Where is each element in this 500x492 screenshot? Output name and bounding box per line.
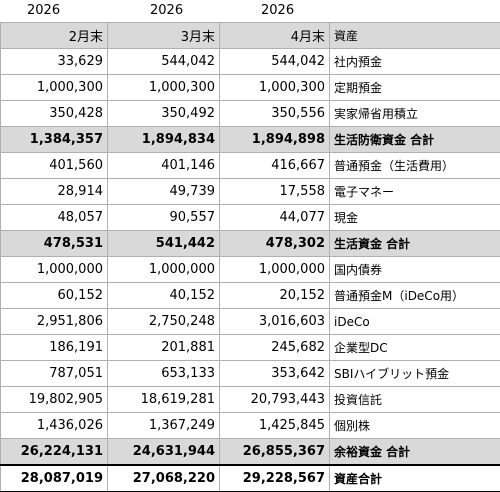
amount-cell: 401,560 bbox=[0, 152, 108, 179]
amount-cell: 60,152 bbox=[0, 282, 108, 309]
amount-cell: 27,068,220 bbox=[107, 464, 220, 492]
label-cell: 余裕資金 合計 bbox=[329, 438, 500, 466]
amount-cell: 19,802,905 bbox=[0, 386, 108, 413]
amount-cell: 24,631,944 bbox=[107, 438, 220, 466]
label-cell: 国内債券 bbox=[329, 256, 500, 283]
amount-cell: 350,428 bbox=[0, 100, 108, 127]
amount-cell: 1,894,898 bbox=[219, 126, 330, 153]
table-row: 186,191 201,881 245,682 企業型DC bbox=[0, 334, 500, 361]
year-label: 2026 bbox=[27, 3, 61, 18]
amount-cell: 1,000,300 bbox=[0, 74, 108, 101]
table-row: 478,531 541,442 478,302 生活資金 合計 bbox=[0, 230, 500, 257]
amount-cell: 350,556 bbox=[219, 100, 330, 127]
amount-cell: 401,146 bbox=[107, 152, 220, 179]
amount-cell: 201,881 bbox=[107, 334, 220, 361]
amount-cell: 28,914 bbox=[0, 178, 108, 205]
amount-cell: 1,000,000 bbox=[219, 256, 330, 283]
amount-cell: 1,000,000 bbox=[0, 256, 108, 283]
amount-cell: 33,629 bbox=[0, 48, 108, 75]
amount-cell: 20,793,443 bbox=[219, 386, 330, 413]
amount-cell: 544,042 bbox=[219, 48, 330, 75]
table-row: 26,224,131 24,631,944 26,855,367 余裕資金 合計 bbox=[0, 438, 500, 466]
table-row: 33,629 544,042 544,042 社内預金 bbox=[0, 48, 500, 75]
amount-cell: 544,042 bbox=[107, 48, 220, 75]
amount-cell: 3,016,603 bbox=[219, 308, 330, 335]
amount-cell: 1,367,249 bbox=[107, 412, 220, 439]
amount-cell: 17,558 bbox=[219, 178, 330, 205]
amount-cell: 478,531 bbox=[0, 230, 108, 257]
amount-cell: 90,557 bbox=[107, 204, 220, 231]
table-row: 787,051 653,133 353,642 SBIハイブリット預金 bbox=[0, 360, 500, 387]
amount-cell: 18,619,281 bbox=[107, 386, 220, 413]
label-cell: 普通預金M（iDeCo用） bbox=[329, 282, 500, 309]
header-cell: 3月末 bbox=[107, 22, 220, 49]
amount-cell: 1,384,357 bbox=[0, 126, 108, 153]
amount-cell: 1,000,000 bbox=[107, 256, 220, 283]
amount-cell: 28,087,019 bbox=[0, 464, 108, 492]
amount-cell: 1,425,845 bbox=[219, 412, 330, 439]
amount-cell: 1,436,026 bbox=[0, 412, 108, 439]
amount-cell: 416,667 bbox=[219, 152, 330, 179]
header-cell: 2月末 bbox=[0, 22, 108, 49]
amount-cell: 2,951,806 bbox=[0, 308, 108, 335]
table-row: 48,057 90,557 44,077 現金 bbox=[0, 204, 500, 231]
header-cell: 4月末 bbox=[219, 22, 330, 49]
label-cell: 実家帰省用積立 bbox=[329, 100, 500, 127]
label-cell: 現金 bbox=[329, 204, 500, 231]
table-row: 1,384,357 1,894,834 1,894,898 生活防衛資金 合計 bbox=[0, 126, 500, 153]
amount-cell: 40,152 bbox=[107, 282, 220, 309]
amount-cell: 44,077 bbox=[219, 204, 330, 231]
label-cell: 普通預金（生活費用） bbox=[329, 152, 500, 179]
label-cell: 投資信託 bbox=[329, 386, 500, 413]
amount-cell: 1,000,300 bbox=[107, 74, 220, 101]
year-row: 2026 2026 2026 bbox=[0, 0, 500, 22]
table-row: 2,951,806 2,750,248 3,016,603 iDeCo bbox=[0, 308, 500, 335]
table-row: 350,428 350,492 350,556 実家帰省用積立 bbox=[0, 100, 500, 127]
label-cell: 電子マネー bbox=[329, 178, 500, 205]
amount-cell: 49,739 bbox=[107, 178, 220, 205]
year-label: 2026 bbox=[150, 3, 184, 18]
amount-cell: 29,228,567 bbox=[219, 464, 330, 492]
amount-cell: 478,302 bbox=[219, 230, 330, 257]
amount-cell: 20,152 bbox=[219, 282, 330, 309]
amount-cell: 26,224,131 bbox=[0, 438, 108, 466]
year-label: 2026 bbox=[261, 3, 295, 18]
table-row: 1,436,026 1,367,249 1,425,845 個別株 bbox=[0, 412, 500, 439]
amount-cell: 1,894,834 bbox=[107, 126, 220, 153]
amount-cell: 2,750,248 bbox=[107, 308, 220, 335]
asset-table: 2月末 3月末 4月末 資産 33,629 544,042 544,042 社内預金 1,00… bbox=[0, 22, 500, 492]
header-cell: 資産 bbox=[329, 22, 500, 49]
table-row: 19,802,905 18,619,281 20,793,443 投資信託 bbox=[0, 386, 500, 413]
amount-cell: 245,682 bbox=[219, 334, 330, 361]
amount-cell: 48,057 bbox=[0, 204, 108, 231]
header-row: 2月末 3月末 4月末 資産 bbox=[0, 22, 500, 49]
label-cell: 定期預金 bbox=[329, 74, 500, 101]
label-cell: 生活資金 合計 bbox=[329, 230, 500, 257]
label-cell: 企業型DC bbox=[329, 334, 500, 361]
table-body: 33,629 544,042 544,042 社内預金 1,000,300 1,000,3… bbox=[0, 48, 500, 492]
amount-cell: 653,133 bbox=[107, 360, 220, 387]
label-cell: iDeCo bbox=[329, 308, 500, 335]
table-row: 1,000,300 1,000,300 1,000,300 定期預金 bbox=[0, 74, 500, 101]
amount-cell: 26,855,367 bbox=[219, 438, 330, 466]
amount-cell: 350,492 bbox=[107, 100, 220, 127]
label-cell: 個別株 bbox=[329, 412, 500, 439]
amount-cell: 787,051 bbox=[0, 360, 108, 387]
amount-cell: 1,000,300 bbox=[219, 74, 330, 101]
label-cell: 社内預金 bbox=[329, 48, 500, 75]
label-cell: SBIハイブリット預金 bbox=[329, 360, 500, 387]
table-row: 60,152 40,152 20,152 普通預金M（iDeCo用） bbox=[0, 282, 500, 309]
table-row: 401,560 401,146 416,667 普通預金（生活費用） bbox=[0, 152, 500, 179]
label-cell: 生活防衛資金 合計 bbox=[329, 126, 500, 153]
amount-cell: 186,191 bbox=[0, 334, 108, 361]
amount-cell: 541,442 bbox=[107, 230, 220, 257]
table-row: 1,000,000 1,000,000 1,000,000 国内債券 bbox=[0, 256, 500, 283]
table-row: 28,087,019 27,068,220 29,228,567 資産合計 bbox=[0, 464, 500, 492]
table-row: 28,914 49,739 17,558 電子マネー bbox=[0, 178, 500, 205]
label-cell: 資産合計 bbox=[329, 464, 500, 492]
amount-cell: 353,642 bbox=[219, 360, 330, 387]
